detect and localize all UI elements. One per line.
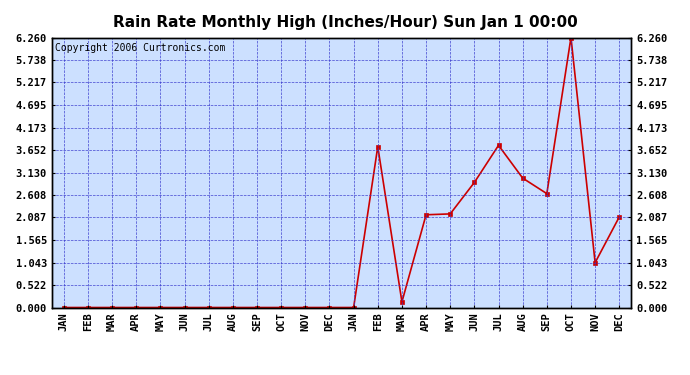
Text: Rain Rate Monthly High (Inches/Hour) Sun Jan 1 00:00: Rain Rate Monthly High (Inches/Hour) Sun…	[112, 15, 578, 30]
Text: Copyright 2006 Curtronics.com: Copyright 2006 Curtronics.com	[55, 43, 225, 53]
